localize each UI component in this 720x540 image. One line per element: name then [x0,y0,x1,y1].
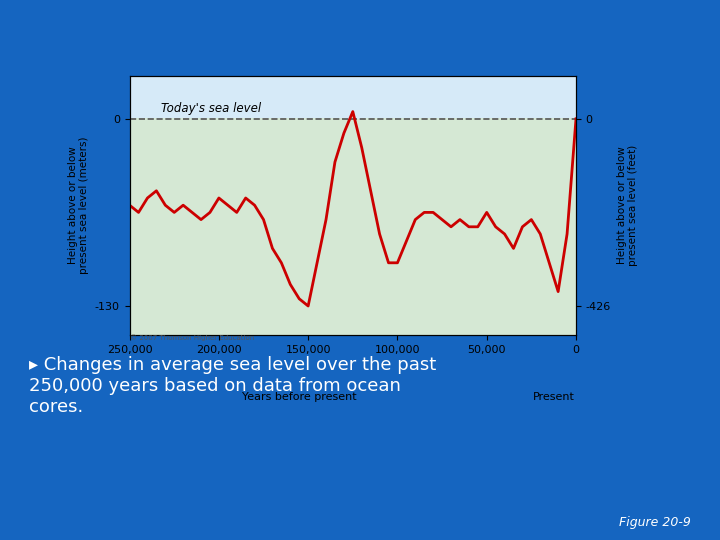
Text: Figure 20-9: Figure 20-9 [619,516,691,529]
Y-axis label: Height above or below
present sea level (feet): Height above or below present sea level … [616,145,638,266]
Text: Years before present: Years before present [242,392,356,402]
Bar [130,119,576,335]
Text: Present: Present [533,392,575,402]
Text: ▸ Changes in average sea level over the past
250,000 years based on data from oc: ▸ Changes in average sea level over the … [29,356,436,416]
Y-axis label: Height above or below
present sea level (meters): Height above or below present sea level … [68,137,89,274]
Text: Today's sea level: Today's sea level [161,102,261,114]
Text: © 2007 Thomson Higher Education: © 2007 Thomson Higher Education [130,335,254,341]
Bar [130,76,576,119]
